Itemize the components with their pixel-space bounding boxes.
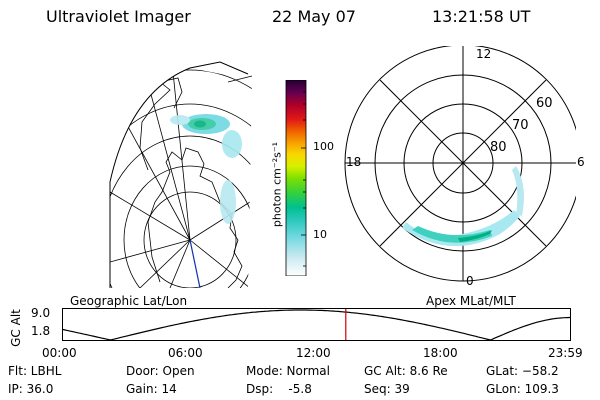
x-tick-1200: 12:00: [296, 346, 331, 360]
geographic-globe-image: [109, 61, 253, 289]
polar-mlt-plot: [344, 46, 576, 282]
mlat-label-60: 60: [536, 96, 553, 111]
x-tick-1800: 18:00: [423, 346, 458, 360]
mlt-label-6: 6: [577, 155, 585, 169]
colorbar-tick-10: 10: [313, 228, 327, 241]
seq-info: Seq: 39: [364, 382, 410, 396]
mode-info: Mode: Normal: [246, 364, 330, 378]
gc-alt-max-label: 9.0: [31, 306, 51, 320]
glon-info: GLon: 109.3: [486, 382, 559, 396]
door-info: Door: Open: [126, 364, 195, 378]
gc-alt-info: GC Alt: 8.6 Re: [364, 364, 448, 378]
x-tick-0000: 00:00: [42, 346, 77, 360]
right-panel-title: Apex MLat/MLT: [426, 294, 516, 308]
left-panel-title: Geographic Lat/Lon: [70, 294, 188, 308]
gc-altitude-plot: [62, 308, 571, 341]
glat-info: GLat: −58.2: [486, 364, 559, 378]
x-tick-0600: 06:00: [168, 346, 203, 360]
filter-info: Flt: LBHL: [8, 364, 62, 378]
gc-alt-min-label: 1.8: [31, 324, 51, 338]
mlt-label-18: 18: [346, 155, 362, 169]
mlt-label-12: 12: [476, 47, 492, 61]
date-label: 22 May 07: [272, 7, 356, 26]
intensity-colorbar: [285, 80, 307, 276]
mlt-label-0: 0: [466, 274, 474, 288]
colorbar-unit-label: photon cm⁻²s⁻¹: [270, 141, 284, 228]
mlat-label-70: 70: [512, 118, 529, 133]
gc-alt-axis-label: GC Alt: [9, 309, 23, 347]
time-label: 13:21:58 UT: [432, 7, 531, 26]
instrument-title: Ultraviolet Imager: [46, 7, 191, 26]
x-tick-2359: 23:59: [548, 346, 583, 360]
mlat-label-80: 80: [490, 140, 507, 155]
dsp-info: Dsp: -5.8: [246, 382, 312, 396]
ip-info: IP: 36.0: [8, 382, 54, 396]
gain-info: Gain: 14: [126, 382, 177, 396]
colorbar-tick-100: 100: [313, 140, 334, 153]
